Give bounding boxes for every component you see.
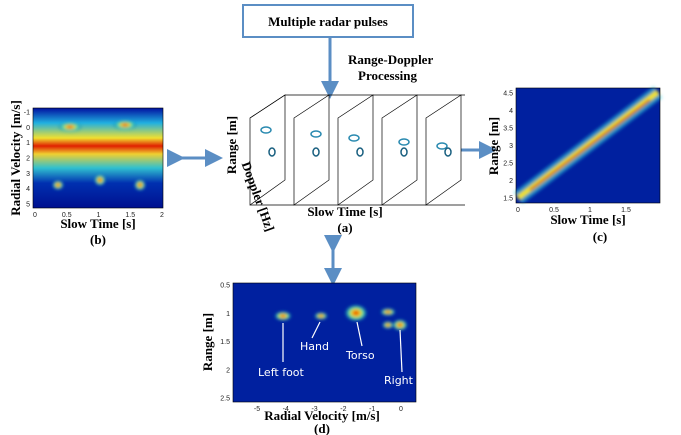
x-tick-label: 1 (588, 207, 592, 214)
annotation: Torso (345, 349, 375, 362)
annotation: Hand (300, 340, 329, 353)
heatmap (33, 108, 163, 208)
y-axis-label: Range [m] (224, 116, 239, 174)
y-tick-label: 2 (509, 178, 513, 185)
y-tick-label: 2.5 (220, 396, 230, 403)
slices (250, 95, 465, 205)
caption: (d) (314, 421, 330, 435)
y-tick-label: 2 (226, 367, 230, 374)
annotation: Left foot (258, 366, 305, 379)
y-axis-label: Range [m] (486, 117, 501, 175)
x-tick-label: 1.5 (621, 207, 631, 214)
x-tick-label: -5 (254, 406, 260, 413)
y-tick-label: 3 (509, 143, 513, 150)
y-tick-label: 4 (26, 186, 30, 193)
process-label: Processing (358, 68, 417, 83)
x-tick-label: 1.5 (125, 212, 135, 219)
x-tick-label: 0 (399, 406, 403, 413)
slice (382, 95, 417, 205)
caption: (c) (593, 229, 607, 244)
caption: (a) (337, 220, 352, 235)
x-tick-label: -1 (369, 406, 375, 413)
header-title: Multiple radar pulses (268, 14, 388, 29)
x-axis-label: Slow Time [s] (550, 212, 625, 227)
y-tick-label: 0.5 (220, 283, 230, 290)
y-tick-label: 5 (26, 202, 30, 209)
x-tick-label: 1 (97, 212, 101, 219)
process-label: Range-Doppler (348, 52, 433, 67)
y-tick-label: 1.5 (503, 196, 513, 203)
y-tick-label: 4 (509, 108, 513, 115)
x-tick-label: 0 (33, 212, 37, 219)
y-tick-label: 4.5 (503, 91, 513, 98)
caption: (b) (90, 232, 106, 247)
y-tick-label: 3 (26, 171, 30, 178)
y-tick-label: 1 (226, 311, 230, 318)
slice (338, 95, 373, 205)
y-tick-label: 1 (26, 140, 30, 147)
panel-a: Range [m] Doppler [Hz] Slow Time [s] (a) (224, 95, 465, 235)
x-axis-label: Slow Time [s] (307, 204, 382, 219)
panel-b: Radial Velocity [m/s] Slow Time [s] (b) (8, 100, 163, 247)
y-tick-label: 2 (26, 156, 30, 163)
y-tick-label: 0 (26, 125, 30, 132)
x-tick-label: 0.5 (549, 207, 559, 214)
x-tick-label: -2 (340, 406, 346, 413)
x-tick-label: 0 (516, 207, 520, 214)
y-tick-label: 2.5 (503, 161, 513, 168)
y-tick-label: 3.5 (503, 126, 513, 133)
y-tick-label: -1 (24, 110, 30, 117)
y-axis-label: Range [m] (200, 313, 215, 371)
x-tick-label: 0.5 (62, 212, 72, 219)
annotation: Right foot (384, 374, 439, 387)
y-tick-label: 1.5 (220, 339, 230, 346)
x-tick-label: 2 (160, 212, 164, 219)
slice (426, 95, 461, 205)
panel-d: Left foot Hand Torso Right foot Range [m… (200, 283, 439, 435)
x-tick-label: -3 (311, 406, 317, 413)
figure: Multiple radar pulses Range-Doppler Proc… (0, 0, 681, 435)
x-tick-label: -4 (283, 406, 289, 413)
y-axis-label: Radial Velocity [m/s] (8, 100, 23, 216)
slice (294, 95, 329, 205)
